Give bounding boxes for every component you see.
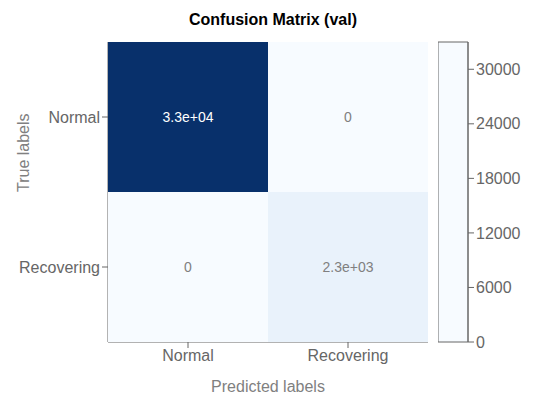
svg-text:Normal: Normal [162,347,214,364]
svg-text:2.3e+03: 2.3e+03 [323,259,374,275]
svg-text:6000: 6000 [476,279,512,296]
svg-text:0: 0 [476,334,485,351]
svg-text:30000: 30000 [476,61,521,78]
svg-text:0: 0 [344,109,352,125]
svg-text:24000: 24000 [476,115,521,132]
svg-text:3.3e+04: 3.3e+04 [163,109,214,125]
svg-text:Recovering: Recovering [308,347,389,364]
svg-text:12000: 12000 [476,225,521,242]
svg-text:Normal: Normal [48,109,100,126]
html-text:Confusion Matrix (val): Confusion Matrix (val) [189,11,357,28]
svg-text:True labels: True labels [15,113,32,192]
svg-text:0: 0 [184,259,192,275]
svg-text:Recovering: Recovering [19,259,100,276]
svg-text:18000: 18000 [476,170,521,187]
svg-text:Predicted labels: Predicted labels [211,378,325,395]
